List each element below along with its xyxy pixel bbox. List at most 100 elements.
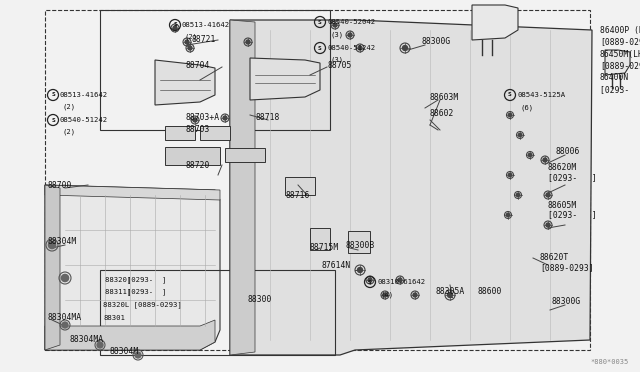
Text: 88305A: 88305A: [435, 288, 464, 296]
Text: 88304M: 88304M: [48, 237, 77, 247]
Bar: [225, 148, 265, 162]
Text: 88300G: 88300G: [422, 38, 451, 46]
Polygon shape: [472, 5, 518, 40]
Circle shape: [62, 322, 68, 328]
Text: 88300G: 88300G: [552, 298, 581, 307]
Circle shape: [193, 118, 197, 122]
Text: 88304M: 88304M: [110, 347, 140, 356]
Text: 88603M: 88603M: [430, 93, 460, 102]
Text: 88704: 88704: [185, 61, 209, 70]
Polygon shape: [155, 60, 215, 105]
Polygon shape: [230, 20, 255, 355]
Circle shape: [358, 267, 362, 273]
Text: (3): (3): [330, 57, 343, 63]
Text: [0293-   ]: [0293- ]: [548, 173, 596, 183]
Polygon shape: [45, 320, 215, 350]
Text: 88301: 88301: [103, 315, 125, 321]
Circle shape: [506, 213, 509, 217]
Text: 88304MA: 88304MA: [70, 336, 104, 344]
Circle shape: [333, 23, 337, 27]
Text: S: S: [51, 118, 55, 122]
Text: 88716: 88716: [285, 190, 309, 199]
Polygon shape: [605, 50, 630, 75]
Text: 88311[0293-  ]: 88311[0293- ]: [105, 289, 166, 295]
Text: *880*0035: *880*0035: [590, 359, 628, 365]
Text: 88600: 88600: [478, 288, 502, 296]
Bar: [165, 126, 195, 140]
Circle shape: [508, 173, 512, 177]
Text: (3): (3): [330, 32, 343, 38]
Circle shape: [188, 46, 192, 50]
Text: 88320L [0889-0293]: 88320L [0889-0293]: [103, 302, 182, 308]
Polygon shape: [45, 185, 220, 200]
Circle shape: [368, 278, 372, 282]
Text: S: S: [173, 22, 177, 28]
Text: S: S: [318, 45, 322, 51]
Text: 86400N: 86400N: [600, 74, 629, 83]
Text: 88602: 88602: [430, 109, 454, 118]
Text: 88718: 88718: [255, 113, 280, 122]
Text: 88300: 88300: [248, 295, 273, 305]
Text: 88721: 88721: [192, 35, 216, 45]
Text: 08543-5125A: 08543-5125A: [517, 92, 565, 98]
Polygon shape: [45, 185, 60, 350]
Circle shape: [135, 352, 141, 358]
Polygon shape: [250, 58, 320, 100]
Text: 88620M: 88620M: [548, 164, 577, 173]
Text: [0293-    ]: [0293- ]: [600, 86, 640, 94]
Bar: [100, 10, 330, 130]
Bar: [165, 147, 220, 165]
Text: 88703+A: 88703+A: [185, 113, 219, 122]
Circle shape: [508, 113, 512, 117]
Circle shape: [403, 45, 408, 51]
Text: 88703: 88703: [185, 125, 209, 135]
Circle shape: [61, 275, 68, 282]
Polygon shape: [45, 185, 220, 350]
Text: (6): (6): [520, 105, 533, 111]
Circle shape: [413, 293, 417, 297]
Text: 08310-61642: 08310-61642: [377, 279, 425, 285]
Text: 88006: 88006: [555, 148, 579, 157]
Circle shape: [358, 46, 362, 50]
Text: S: S: [51, 93, 55, 97]
Text: S: S: [318, 19, 322, 25]
Text: 88620T: 88620T: [540, 253, 569, 263]
Bar: [200, 126, 230, 140]
Circle shape: [97, 342, 103, 348]
Text: [0889-0293]: [0889-0293]: [600, 38, 640, 46]
Text: 88715M: 88715M: [310, 244, 339, 253]
Text: [0293-   ]: [0293- ]: [548, 211, 596, 219]
Text: 88300B: 88300B: [345, 241, 374, 250]
Text: [0889-0293]: [0889-0293]: [540, 263, 594, 273]
Text: 86400P (RH): 86400P (RH): [600, 26, 640, 35]
Text: (2): (2): [185, 34, 198, 40]
Circle shape: [185, 40, 189, 44]
Circle shape: [49, 241, 56, 248]
Text: 08540-52042: 08540-52042: [327, 19, 375, 25]
Text: 88304MA: 88304MA: [48, 314, 82, 323]
Text: 88705: 88705: [328, 61, 353, 70]
Bar: [100, 270, 335, 355]
Circle shape: [246, 40, 250, 44]
Text: 08513-41642: 08513-41642: [182, 22, 230, 28]
Text: 08540-51242: 08540-51242: [60, 117, 108, 123]
Bar: [348, 231, 370, 253]
Circle shape: [518, 133, 522, 137]
Text: 08513-41642: 08513-41642: [60, 92, 108, 98]
Text: 88320[0293-  ]: 88320[0293- ]: [105, 277, 166, 283]
Bar: [310, 228, 330, 250]
Text: (2): (2): [63, 129, 76, 135]
Circle shape: [223, 116, 227, 120]
Text: 87614N: 87614N: [322, 260, 351, 269]
Text: S: S: [368, 279, 372, 285]
Text: 88605M: 88605M: [548, 201, 577, 209]
Polygon shape: [230, 20, 592, 355]
Text: ]: ]: [127, 277, 131, 283]
Circle shape: [543, 158, 547, 162]
Circle shape: [447, 292, 452, 298]
Circle shape: [398, 278, 402, 282]
Text: S: S: [508, 93, 512, 97]
Text: 88720: 88720: [185, 160, 209, 170]
Circle shape: [528, 153, 532, 157]
Circle shape: [348, 33, 352, 37]
